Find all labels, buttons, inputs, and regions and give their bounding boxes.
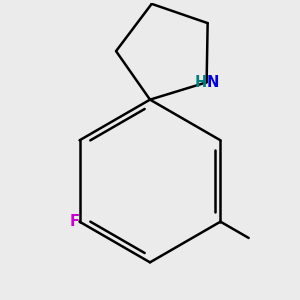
Text: F: F: [70, 214, 80, 229]
Text: N: N: [207, 75, 219, 90]
Text: H: H: [194, 75, 207, 90]
